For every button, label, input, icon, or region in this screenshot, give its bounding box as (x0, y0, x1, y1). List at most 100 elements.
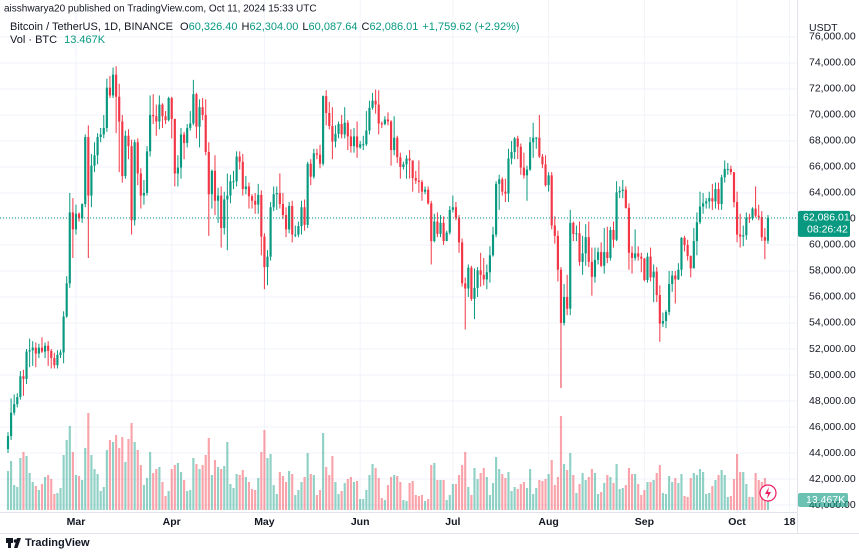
candle-body (723, 168, 726, 178)
candle-body (414, 178, 417, 181)
volume-bar (318, 490, 322, 510)
volume-bar (275, 494, 278, 510)
flash-bolt (765, 487, 771, 499)
candle-body (235, 156, 238, 182)
candle-body (519, 146, 522, 168)
volume-bar (380, 498, 383, 510)
candle-body (207, 152, 210, 195)
y-tick-label: 56,000.00 (809, 291, 856, 303)
x-tick-label: Apr (163, 516, 181, 528)
candle-body (284, 215, 288, 230)
y-tick-label: 58,000.00 (809, 265, 856, 277)
volume-name: Vol · BTC (10, 34, 57, 46)
axis-unit: USDT (809, 22, 838, 34)
volume-bar (263, 430, 266, 510)
x-tick-label: Jun (351, 516, 370, 528)
candle-body (22, 376, 25, 379)
candle-body (105, 87, 108, 128)
volume-bar (145, 478, 149, 510)
volume-bar (164, 496, 167, 510)
volume-bar (241, 470, 244, 510)
candle-body (183, 134, 186, 143)
x-tick-label: Oct (728, 516, 746, 528)
candle-body (609, 230, 612, 258)
volume-bar (754, 473, 757, 510)
candle-body (374, 100, 377, 105)
candle-body (600, 252, 603, 266)
candle-body (674, 275, 677, 280)
volume-bar (362, 499, 365, 510)
candle-body (25, 351, 28, 379)
volume-bar (695, 475, 698, 510)
volume-bar (173, 465, 176, 510)
volume-bar (692, 473, 695, 510)
volume-bar (674, 478, 677, 510)
candle-body (176, 167, 179, 174)
candle-body (170, 98, 173, 119)
candle-body (510, 152, 513, 159)
volume-bar (383, 500, 386, 510)
volume-bar (386, 485, 390, 510)
volume-bar (284, 482, 288, 510)
candle-body (683, 237, 686, 245)
volume-bar (596, 494, 600, 510)
candle-body (439, 222, 442, 234)
candle-body (278, 192, 281, 205)
volume-bar (167, 491, 170, 510)
volume-bar (43, 477, 47, 510)
volume-bar (559, 416, 563, 510)
candle-body (201, 107, 204, 115)
candle-body (383, 119, 386, 125)
x-tick-label: Jul (445, 516, 460, 528)
candle-body (43, 345, 47, 352)
volume-bar (232, 488, 235, 510)
volume-bar (544, 479, 547, 510)
volume-bar (689, 478, 692, 510)
volume-bar (655, 473, 658, 510)
candle-body (130, 146, 133, 221)
candle-body (291, 205, 294, 235)
candle-body (766, 217, 770, 241)
candle-body (210, 170, 213, 195)
candle-body (615, 192, 618, 240)
volume-bar (414, 495, 417, 510)
candle-body (754, 208, 757, 216)
volume-bar (405, 501, 408, 510)
volume-bar (717, 475, 720, 510)
volume-bar (575, 493, 578, 510)
candle-body (763, 237, 766, 241)
volume-bar (609, 477, 612, 510)
volume-bar (643, 490, 646, 510)
volume-bar (702, 472, 705, 510)
candle-body (377, 104, 380, 124)
candle-body (337, 124, 340, 134)
volume-bar (590, 469, 593, 510)
volume-bar (130, 423, 133, 510)
volume-bar (584, 480, 587, 510)
candle-body (90, 165, 93, 196)
y-tick-label: 54,000.00 (809, 317, 856, 329)
candle-body (260, 194, 263, 237)
candle-body (37, 347, 40, 354)
candle-body (525, 169, 529, 176)
candle-body (325, 96, 328, 114)
candle-body (266, 256, 269, 268)
candle-body (442, 222, 445, 242)
candle-body (498, 179, 501, 184)
candle-body (53, 358, 56, 366)
volume-bar (646, 482, 649, 510)
candle-body (760, 217, 763, 238)
volume-bar (739, 472, 742, 510)
volume-bar (213, 460, 217, 510)
candle-body (142, 192, 146, 196)
candle-body (575, 233, 578, 235)
logo-part (8, 538, 11, 548)
volume-bar (34, 486, 37, 510)
volume-bar (108, 440, 112, 510)
volume-bar (371, 464, 374, 510)
candle-body (155, 116, 158, 122)
volume-bar (615, 464, 618, 510)
candle-body (430, 203, 433, 242)
x-tick-label: Sep (635, 516, 654, 528)
